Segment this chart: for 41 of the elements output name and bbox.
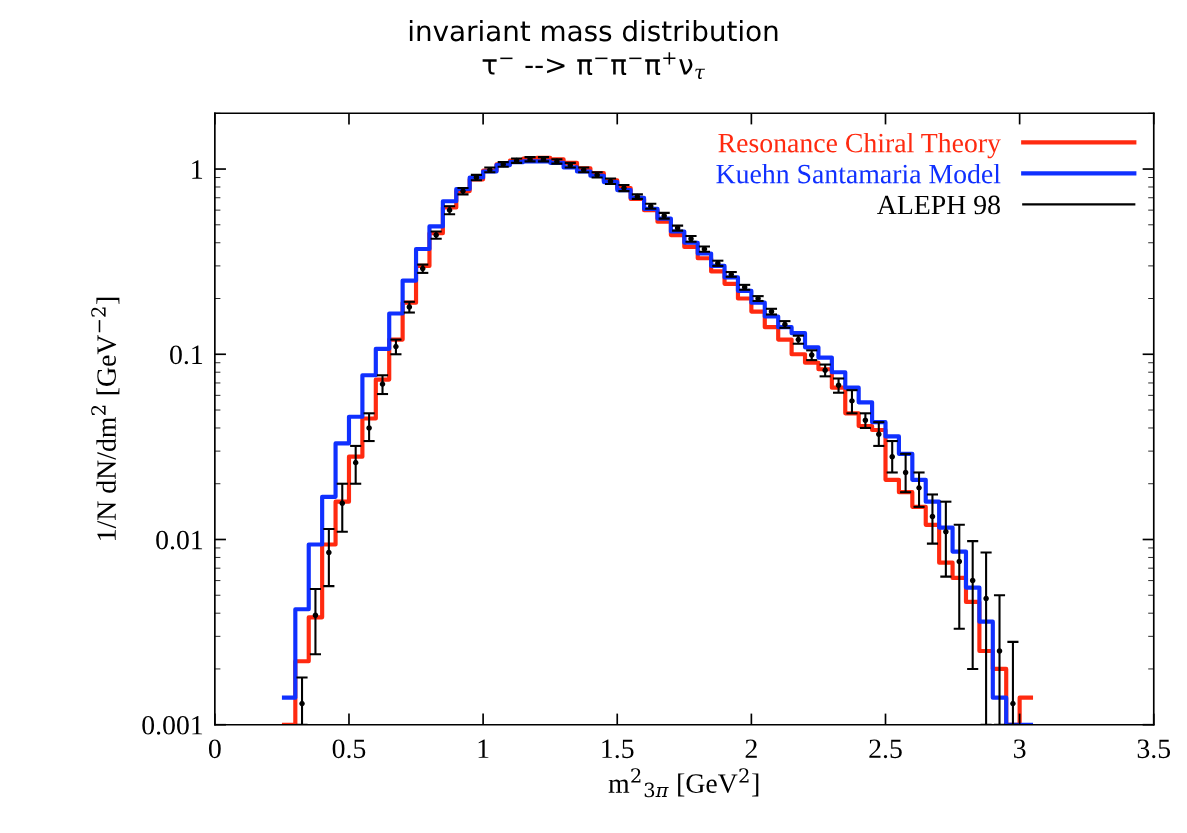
point (299, 700, 305, 707)
y-tick-label: 0.1 (170, 345, 203, 365)
x-tick-label: 0 (208, 739, 221, 759)
x-tick-label: 2.5 (869, 739, 902, 759)
legend-label: Resonance Chiral Theory (718, 132, 1001, 159)
point (996, 648, 1003, 654)
point (956, 558, 963, 565)
point (352, 459, 359, 466)
point (1010, 700, 1016, 707)
legend-label: ALEPH 98 (877, 195, 1000, 215)
point (889, 453, 895, 460)
point (929, 513, 936, 520)
text: τ$^{−}$ --> π$^{−}$π$^{−}$π$^{+}$ν$_{τ}$ (482, 52, 705, 79)
point (969, 577, 976, 584)
y-tick-label: 1 (192, 160, 203, 179)
point (339, 500, 346, 506)
point (902, 469, 909, 476)
point (862, 417, 869, 424)
point (943, 529, 949, 535)
x-tick-label: 1 (478, 739, 489, 758)
point (393, 343, 399, 350)
x-axis-title: m$^{2}$$_{3π}$ [GeV$^{2}$] (608, 768, 759, 798)
point (379, 381, 386, 387)
x-tick-label: 3.5 (1137, 739, 1171, 759)
point (983, 595, 989, 602)
y-axis-title: 1/N dN/dm$^{2}$ [GeV$^{−2}$] (91, 297, 120, 540)
point (312, 612, 319, 619)
x-tick-label: 2 (745, 739, 757, 758)
chart-title: invariant mass distribution (409, 19, 778, 42)
x-tick-label: 1.5 (602, 739, 634, 759)
point (835, 382, 842, 389)
point (876, 431, 882, 438)
x-tick-label: 3 (1014, 739, 1026, 759)
point (366, 425, 372, 431)
y-tick-label: 0.01 (156, 530, 203, 550)
point (916, 485, 922, 491)
x-tick-label: 0.5 (332, 739, 366, 759)
y-tick-label: 0.001 (142, 715, 203, 735)
point (326, 549, 332, 556)
legend-label: Kuehn Santamaria Model (716, 163, 1001, 184)
point (849, 398, 855, 404)
